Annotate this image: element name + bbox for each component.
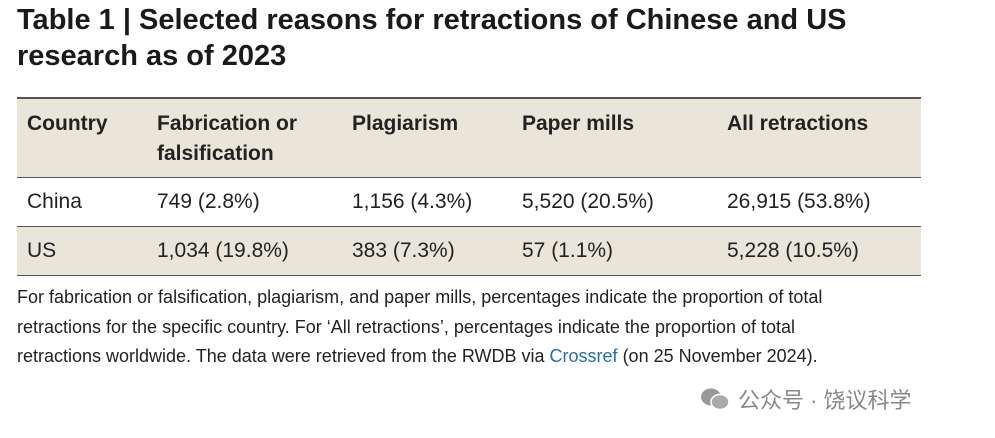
cell: 5,228 (10.5%) [727, 239, 859, 262]
column-header: Fabrication or falsification [157, 112, 298, 165]
cell: 57 (1.1%) [522, 239, 614, 262]
cell: 5,520 (20.5%) [522, 190, 654, 213]
column-header: All retractions [727, 112, 869, 135]
link[interactable]: Crossref [549, 346, 618, 366]
column-header: Plagiarism [352, 112, 459, 135]
cell: 26,915 (53.8%) [727, 190, 871, 213]
cell: China [27, 190, 82, 213]
table-title: Table 1 | Selected reasons for retractio… [17, 4, 847, 72]
table-row: China 749 (2.8%) 1,156 (4.3%) 5,520 (20.… [17, 178, 921, 227]
wechat-icon [701, 388, 730, 411]
footnote-text: (on 25 November 2024). [617, 346, 818, 366]
footnote-text: For fabrication or falsification, plagia… [17, 287, 823, 366]
cell: 749 (2.8%) [157, 190, 260, 213]
footnote: For fabrication or falsification, plagia… [17, 283, 867, 372]
table: Country Fabrication or falsification Pla… [17, 97, 921, 276]
cell: US [27, 239, 57, 262]
cell: 1,034 (19.8%) [157, 239, 289, 262]
cell: 1,156 (4.3%) [352, 190, 473, 213]
header-row: Country Fabrication or falsification Pla… [17, 98, 921, 178]
cell: 383 (7.3%) [352, 239, 455, 262]
table-row: US 1,034 (19.8%) 383 (7.3%) 57 (1.1%) 5,… [17, 226, 921, 276]
watermark-text: 公众号 · 饶议科学 [738, 388, 912, 413]
watermark: 公众号 · 饶议科学 [700, 383, 912, 415]
column-header: Paper mills [522, 112, 635, 135]
column-header: Country [27, 112, 108, 135]
